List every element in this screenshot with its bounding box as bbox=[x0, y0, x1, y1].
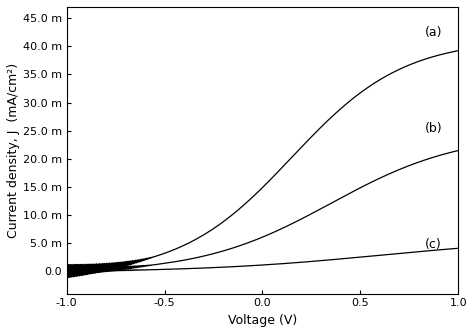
Text: (b): (b) bbox=[425, 122, 443, 135]
Text: (c): (c) bbox=[425, 238, 442, 252]
X-axis label: Voltage (V): Voltage (V) bbox=[228, 314, 297, 327]
Y-axis label: Current density, J  (mA/cm²): Current density, J (mA/cm²) bbox=[7, 63, 20, 238]
Text: (a): (a) bbox=[425, 26, 442, 39]
